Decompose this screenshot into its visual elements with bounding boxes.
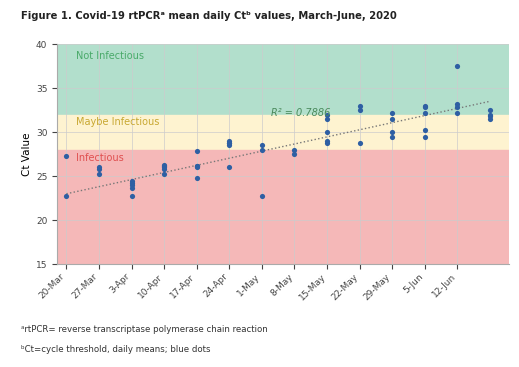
Point: [323, 129, 331, 135]
Point: [388, 134, 397, 139]
Point: [323, 138, 331, 144]
Point: [486, 113, 494, 119]
Point: [225, 138, 234, 144]
Point: [421, 105, 429, 110]
Text: Not Infectious: Not Infectious: [76, 51, 144, 61]
Point: [421, 103, 429, 109]
Point: [225, 140, 234, 146]
Point: [453, 105, 461, 110]
Point: [128, 180, 136, 186]
Text: R² = 0.7886: R² = 0.7886: [271, 108, 331, 118]
Point: [95, 171, 103, 177]
Point: [290, 151, 298, 157]
Point: [193, 163, 201, 168]
Point: [193, 175, 201, 181]
Point: [128, 182, 136, 188]
Point: [160, 163, 168, 168]
Bar: [57, 44, 509, 115]
Point: [62, 153, 71, 159]
Point: [95, 164, 103, 170]
Text: ᵇCt=cycle threshold, daily means; blue dots: ᵇCt=cycle threshold, daily means; blue d…: [21, 345, 210, 354]
Point: [421, 110, 429, 116]
Point: [453, 110, 461, 116]
Point: [290, 147, 298, 153]
Point: [128, 193, 136, 199]
Point: [128, 186, 136, 192]
Point: [323, 116, 331, 122]
Point: [486, 112, 494, 117]
Point: [388, 116, 397, 122]
Point: [193, 164, 201, 170]
Y-axis label: Ct Value: Ct Value: [22, 132, 32, 176]
Point: [388, 110, 397, 116]
Point: [356, 107, 364, 113]
Point: [160, 162, 168, 168]
Point: [323, 140, 331, 146]
Point: [225, 164, 234, 170]
Point: [225, 140, 234, 146]
Point: [486, 116, 494, 122]
Point: [258, 142, 266, 148]
Point: [95, 166, 103, 172]
Point: [160, 164, 168, 170]
Point: [421, 134, 429, 139]
Point: [421, 127, 429, 133]
Point: [258, 147, 266, 153]
Point: [356, 103, 364, 109]
Point: [160, 166, 168, 172]
Point: [225, 142, 234, 148]
Point: [258, 193, 266, 199]
Point: [128, 178, 136, 184]
Point: [388, 129, 397, 135]
Text: Figure 1. Covid-19 rtPCRᵃ mean daily Ctᵇ values, March-June, 2020: Figure 1. Covid-19 rtPCRᵃ mean daily Ctᵇ…: [21, 11, 397, 21]
Point: [62, 193, 71, 199]
Point: [486, 107, 494, 113]
Point: [160, 171, 168, 177]
Text: ᵃrtPCR= reverse transcriptase polymerase chain reaction: ᵃrtPCR= reverse transcriptase polymerase…: [21, 325, 267, 334]
Bar: [57, 115, 509, 150]
Text: Infectious: Infectious: [76, 153, 124, 163]
Point: [193, 149, 201, 155]
Point: [323, 112, 331, 117]
Point: [356, 140, 364, 146]
Point: [193, 164, 201, 170]
Bar: [57, 150, 509, 264]
Point: [453, 63, 461, 69]
Point: [453, 101, 461, 107]
Text: Maybe Infectious: Maybe Infectious: [76, 117, 159, 127]
